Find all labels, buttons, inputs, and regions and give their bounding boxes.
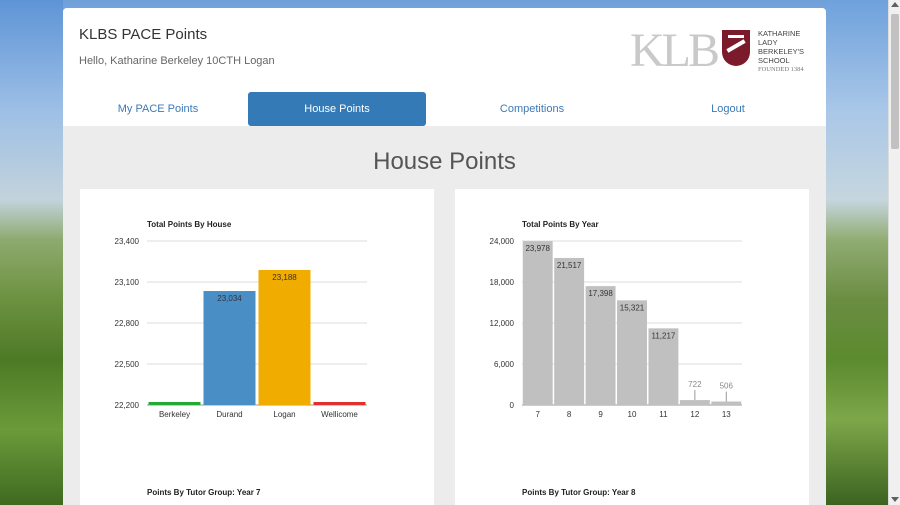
bar-13 xyxy=(711,401,742,405)
page-title: House Points xyxy=(373,148,516,175)
data-label: 17,398 xyxy=(588,289,613,298)
user-greeting: Hello, Katharine Berkeley 10CTH Logan xyxy=(79,55,275,67)
x-tick-label: Logan xyxy=(273,410,295,419)
data-label: 23,978 xyxy=(525,244,550,253)
header: KLBS PACE Points Hello, Katharine Berkel… xyxy=(63,8,826,126)
bar-7 xyxy=(522,241,553,405)
subchart-title-year7: Points By Tutor Group: Year 7 xyxy=(147,488,261,497)
y-tick-label: 23,400 xyxy=(115,237,140,246)
y-tick-label: 24,000 xyxy=(490,237,515,246)
page-container: KLBS PACE Points Hello, Katharine Berkel… xyxy=(63,8,826,505)
bar-durand xyxy=(203,291,256,405)
x-tick-label: 11 xyxy=(659,410,668,419)
data-label: 23,188 xyxy=(272,273,297,282)
x-tick-label: Berkeley xyxy=(159,410,190,419)
y-tick-label: 18,000 xyxy=(490,278,515,287)
x-tick-label: 12 xyxy=(690,410,699,419)
chart-title-house: Total Points By House xyxy=(147,220,232,229)
house-points-chart: 22,200 22,500 22,800 23,100 23,400 Berkeley 23… xyxy=(115,237,367,419)
logo-school-name: KATHARINE LADY BERKELEY'S SCHOOL FOUNDED… xyxy=(758,29,805,73)
bar-8 xyxy=(554,257,585,405)
nav-my-pace-points[interactable]: My PACE Points xyxy=(117,103,199,115)
x-tick-label: Wellicome xyxy=(321,410,358,419)
bar-12 xyxy=(679,400,710,405)
bar-11 xyxy=(648,328,679,405)
x-tick-label: 8 xyxy=(567,410,572,419)
scroll-down-arrow-icon[interactable] xyxy=(891,497,899,502)
subchart-title-year8: Points By Tutor Group: Year 8 xyxy=(522,488,636,497)
y-tick-label: 22,800 xyxy=(115,319,140,328)
nav-logout[interactable]: Logout xyxy=(711,103,745,115)
year-points-chart: 0 6,000 12,000 18,000 24,000 23,978 7 21,517 8 17… xyxy=(490,237,742,419)
x-tick-label: 9 xyxy=(598,410,603,419)
data-label: 23,034 xyxy=(217,294,242,303)
y-tick-label: 22,500 xyxy=(115,360,140,369)
bar-logan xyxy=(258,269,311,405)
nav-competitions[interactable]: Competitions xyxy=(499,103,565,115)
data-label: 21,517 xyxy=(557,261,582,270)
school-logo: KLB KATHARINE LADY BERKELEY'S SCHOOL FOU… xyxy=(630,26,810,82)
scroll-thumb[interactable] xyxy=(891,14,899,149)
bar-9 xyxy=(585,286,616,405)
y-tick-label: 12,000 xyxy=(490,319,515,328)
bar-10 xyxy=(617,300,647,405)
chart-title-year: Total Points By Year xyxy=(522,220,599,229)
data-label: 506 xyxy=(720,382,734,391)
app-title: KLBS PACE Points xyxy=(79,26,208,43)
x-tick-label: 7 xyxy=(535,410,540,419)
data-label: 15,321 xyxy=(620,303,645,312)
data-label: 11,217 xyxy=(651,331,675,340)
scroll-up-arrow-icon[interactable] xyxy=(891,2,899,7)
background-landscape-left xyxy=(0,0,63,505)
x-tick-label: 10 xyxy=(628,410,637,419)
year-chart-card: Total Points By Year 0 6,000 12,000 18,000 2… xyxy=(455,189,809,505)
y-tick-label: 0 xyxy=(510,401,515,410)
crest-icon xyxy=(722,30,750,66)
y-tick-label: 22,200 xyxy=(115,401,140,410)
bar-wellicome xyxy=(313,402,366,405)
nav-house-points[interactable]: House Points xyxy=(248,92,426,126)
y-tick-label: 6,000 xyxy=(494,360,515,369)
data-label: 722 xyxy=(688,380,702,389)
background-landscape-right xyxy=(826,0,888,505)
bar-berkeley xyxy=(148,402,201,405)
logo-letters: KLB xyxy=(630,24,720,77)
x-tick-label: 13 xyxy=(722,410,731,419)
page-scrollbar[interactable] xyxy=(888,0,900,505)
house-chart-card: Total Points By House 22,200 22,500 22,800… xyxy=(80,189,434,505)
x-tick-label: Durand xyxy=(216,410,242,419)
y-tick-label: 23,100 xyxy=(115,278,140,287)
